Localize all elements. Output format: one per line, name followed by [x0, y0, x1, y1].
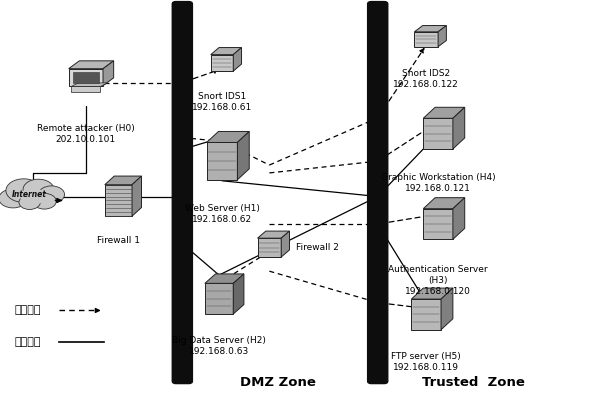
Polygon shape — [71, 83, 108, 86]
Text: Firewall 1: Firewall 1 — [97, 236, 140, 245]
Circle shape — [6, 179, 41, 202]
Polygon shape — [207, 131, 249, 142]
Polygon shape — [441, 288, 453, 330]
Polygon shape — [414, 26, 446, 32]
FancyBboxPatch shape — [411, 299, 441, 330]
Text: FTP server (H5)
192.168.0.119: FTP server (H5) 192.168.0.119 — [391, 352, 461, 372]
Polygon shape — [281, 231, 289, 257]
Polygon shape — [105, 176, 141, 185]
Polygon shape — [237, 131, 249, 180]
Circle shape — [38, 186, 65, 203]
FancyBboxPatch shape — [73, 72, 99, 83]
Text: Graphic Workstation (H4)
192.168.0.121: Graphic Workstation (H4) 192.168.0.121 — [381, 173, 496, 193]
FancyBboxPatch shape — [105, 185, 132, 216]
Polygon shape — [233, 48, 242, 71]
Polygon shape — [423, 107, 465, 118]
Polygon shape — [438, 26, 446, 47]
Polygon shape — [103, 61, 114, 86]
Polygon shape — [205, 274, 244, 283]
Text: Snort IDS2
192.168.0.122: Snort IDS2 192.168.0.122 — [393, 69, 459, 89]
Text: Snort IDS1
192.168.0.61: Snort IDS1 192.168.0.61 — [192, 92, 252, 112]
Circle shape — [23, 179, 54, 200]
Circle shape — [19, 195, 40, 209]
FancyBboxPatch shape — [368, 2, 388, 384]
Text: Trusted  Zone: Trusted Zone — [422, 376, 525, 389]
Circle shape — [33, 193, 56, 209]
Text: 物理连接: 物理连接 — [15, 337, 41, 347]
Circle shape — [0, 189, 27, 208]
Polygon shape — [411, 288, 453, 299]
FancyBboxPatch shape — [211, 55, 233, 71]
Text: Big Data Server (H2)
192.168.0.63: Big Data Server (H2) 192.168.0.63 — [172, 336, 266, 356]
Polygon shape — [69, 61, 114, 69]
FancyBboxPatch shape — [205, 283, 233, 314]
Text: Internet: Internet — [12, 190, 47, 199]
Text: Web Server (H1)
192.168.0.62: Web Server (H1) 192.168.0.62 — [185, 204, 259, 224]
FancyBboxPatch shape — [258, 238, 281, 257]
Text: Firewall 2: Firewall 2 — [296, 243, 339, 252]
Polygon shape — [233, 274, 244, 314]
Text: 攻击路径: 攻击路径 — [15, 305, 41, 316]
Polygon shape — [258, 231, 289, 238]
FancyBboxPatch shape — [414, 32, 438, 47]
Text: Authentication Server
(H3)
192.168.0.120: Authentication Server (H3) 192.168.0.120 — [388, 265, 488, 296]
FancyBboxPatch shape — [69, 69, 103, 86]
FancyBboxPatch shape — [172, 2, 192, 384]
FancyBboxPatch shape — [423, 209, 453, 239]
Polygon shape — [211, 48, 242, 55]
Polygon shape — [453, 107, 465, 149]
Text: Remote attacker (H0)
202.10.0.101: Remote attacker (H0) 202.10.0.101 — [37, 124, 135, 144]
Polygon shape — [453, 198, 465, 239]
Circle shape — [21, 189, 44, 204]
Polygon shape — [423, 198, 465, 209]
FancyBboxPatch shape — [207, 142, 237, 180]
FancyBboxPatch shape — [71, 86, 101, 92]
Text: DMZ Zone: DMZ Zone — [240, 376, 316, 389]
FancyBboxPatch shape — [423, 118, 453, 149]
Polygon shape — [132, 176, 141, 216]
